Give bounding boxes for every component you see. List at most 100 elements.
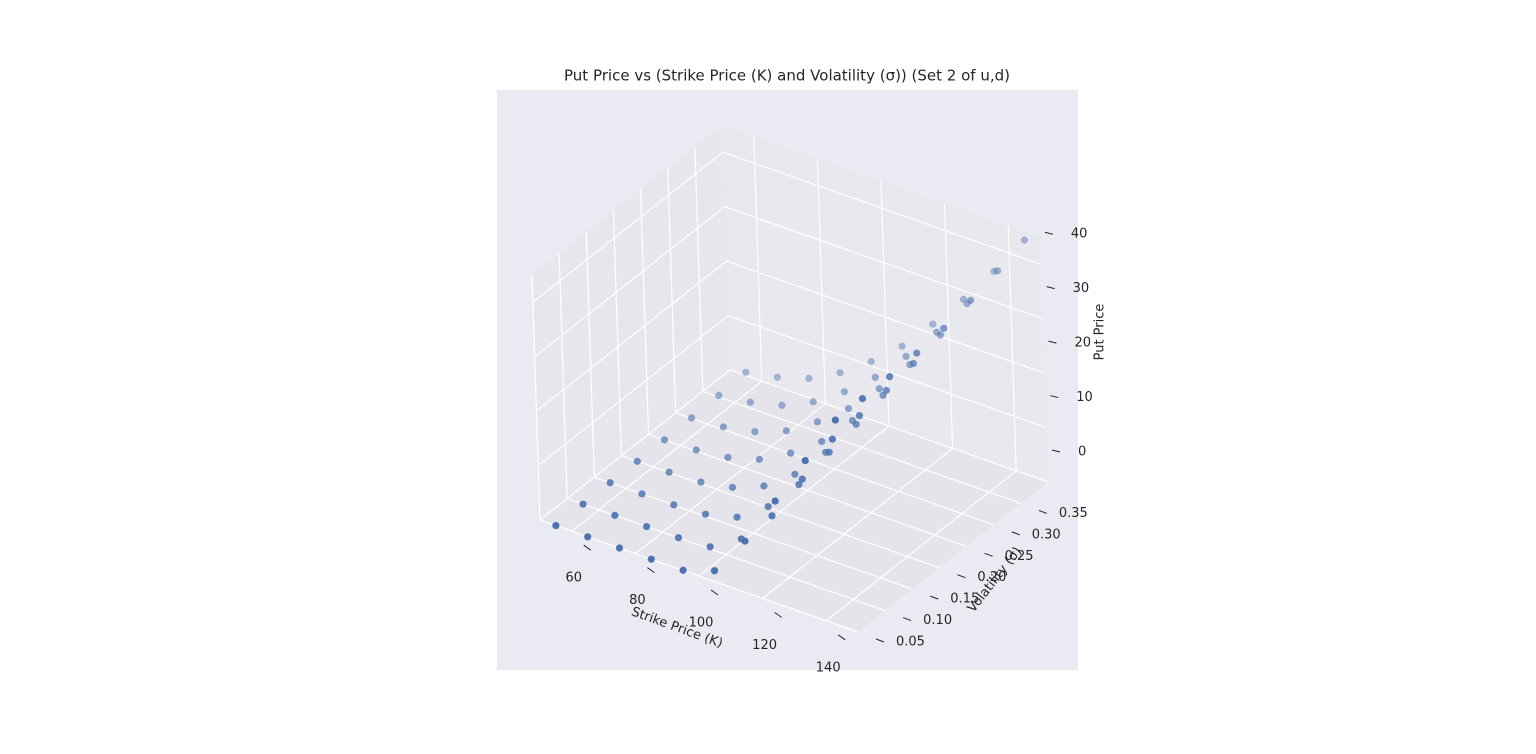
grid-line: [648, 433, 967, 547]
y-tick-label: 0.15: [950, 592, 979, 607]
grid-line: [825, 470, 1017, 622]
grid-line: [612, 210, 623, 456]
point: [647, 555, 655, 563]
z-tick: [1046, 286, 1055, 290]
grid-line: [594, 476, 913, 590]
point: [697, 478, 705, 486]
y-tick-label: 0.35: [1059, 506, 1088, 521]
point: [724, 453, 732, 461]
point: [771, 497, 779, 505]
grid-line: [539, 369, 731, 521]
y-tick: [984, 552, 993, 557]
grid-line: [675, 412, 994, 526]
point: [809, 398, 817, 406]
point: [606, 479, 614, 487]
point: [638, 490, 646, 498]
grid-line: [729, 369, 1049, 483]
grid-line: [571, 380, 763, 532]
y-tick: [1038, 509, 1048, 514]
grid-line: [728, 314, 1047, 429]
point: [733, 513, 741, 521]
y-tick-label: 0.05: [896, 635, 925, 650]
point: [852, 420, 860, 428]
point: [751, 428, 759, 436]
grid-line: [944, 203, 954, 449]
grid-line: [585, 232, 595, 478]
grid-line: [880, 180, 890, 427]
grid-line: [532, 151, 724, 303]
point: [584, 533, 592, 541]
point: [929, 320, 937, 328]
point: [818, 437, 826, 446]
point: [760, 482, 768, 490]
z-tick-label: 40: [1071, 227, 1088, 242]
point: [795, 481, 803, 489]
y-tick: [902, 617, 912, 622]
point: [715, 391, 723, 399]
point: [787, 449, 795, 457]
x-tick-label: 60: [566, 571, 583, 586]
point: [552, 522, 560, 530]
grid-line: [639, 189, 650, 435]
point: [836, 369, 844, 377]
point: [940, 324, 948, 332]
y-tick-label: 0.20: [977, 570, 1006, 585]
point: [828, 435, 836, 443]
z-tick-label: 30: [1073, 281, 1090, 296]
ticks: 60801001201400.050.100.150.200.250.300.3…: [566, 227, 1093, 676]
point: [875, 385, 883, 393]
point: [710, 567, 719, 575]
point: [579, 500, 587, 508]
x-tick: [774, 611, 782, 618]
z-tick: [1044, 231, 1054, 235]
grid-line: [531, 274, 541, 521]
z-tick-label: 0: [1078, 445, 1086, 460]
point: [1020, 236, 1028, 244]
grid-line: [702, 390, 1022, 504]
grid: [531, 136, 1049, 633]
z-tick-label: 10: [1076, 390, 1093, 405]
grid-line: [726, 260, 1045, 374]
x-tick-label: 80: [629, 593, 646, 608]
point: [692, 446, 700, 454]
point: [746, 398, 754, 406]
point: [902, 352, 910, 361]
point: [768, 512, 776, 520]
point: [858, 395, 867, 403]
point: [882, 386, 891, 394]
point: [831, 416, 839, 424]
x-tick: [583, 544, 592, 551]
y-tick: [1011, 531, 1020, 536]
point: [674, 534, 683, 542]
x-tick-label: 140: [816, 660, 841, 675]
point: [643, 522, 651, 531]
y-tick-label: 0.10: [923, 613, 952, 628]
point: [687, 414, 696, 422]
z-tick: [1048, 340, 1057, 344]
y-tick: [875, 638, 885, 643]
grid-line: [1007, 225, 1017, 471]
point: [764, 503, 772, 511]
x-tick-label: 120: [752, 638, 777, 653]
point: [898, 342, 906, 350]
point: [719, 423, 727, 431]
point: [936, 331, 944, 339]
point: [741, 537, 749, 545]
grid-line: [558, 253, 568, 499]
point: [782, 427, 790, 435]
grid-line: [722, 151, 1042, 265]
grid-line: [753, 136, 763, 382]
grid-line: [816, 158, 826, 404]
y-tick: [957, 574, 966, 579]
point: [840, 388, 848, 396]
point: [871, 373, 879, 381]
point: [611, 511, 619, 519]
point: [913, 349, 921, 357]
z-tick: [1050, 395, 1059, 399]
y-tick: [930, 595, 939, 600]
grid-line: [667, 167, 677, 413]
point: [805, 374, 813, 382]
grid-line: [694, 146, 704, 392]
grid-line: [762, 447, 953, 599]
